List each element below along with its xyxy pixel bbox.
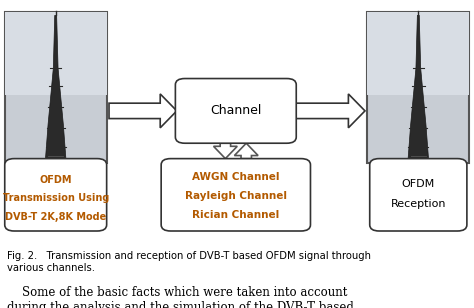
Polygon shape [46,15,66,162]
FancyBboxPatch shape [5,159,107,231]
Text: OFDM: OFDM [39,175,72,184]
FancyBboxPatch shape [367,12,469,95]
Text: Rayleigh Channel: Rayleigh Channel [185,191,287,201]
Text: OFDM: OFDM [401,180,435,189]
Text: Some of the basic facts which were taken into account
during the analysis and th: Some of the basic facts which were taken… [7,286,354,308]
Text: Fig. 2.   Transmission and reception of DVB-T based OFDM signal through
various : Fig. 2. Transmission and reception of DV… [7,251,371,273]
Polygon shape [234,143,258,159]
Text: Rician Channel: Rician Channel [192,210,280,220]
Text: Reception: Reception [391,199,446,209]
FancyBboxPatch shape [161,159,310,231]
FancyBboxPatch shape [175,79,296,143]
FancyBboxPatch shape [5,12,107,95]
Text: Transmission Using: Transmission Using [2,193,109,203]
Polygon shape [213,143,237,159]
Text: DVB-T 2K,8K Mode: DVB-T 2K,8K Mode [5,212,106,222]
FancyBboxPatch shape [367,12,469,163]
Polygon shape [295,94,365,128]
FancyBboxPatch shape [370,159,467,231]
Polygon shape [408,15,429,162]
Text: Channel: Channel [210,104,262,117]
Polygon shape [109,94,177,128]
Text: AWGN Channel: AWGN Channel [192,172,280,182]
FancyBboxPatch shape [5,12,107,163]
